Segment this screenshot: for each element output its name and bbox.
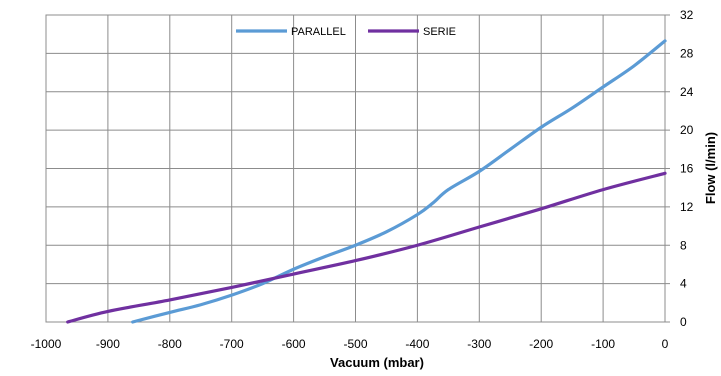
y-tick-label-2: 8 (680, 238, 687, 252)
x-axis-tick-labels: -1000 -900 -800 -700 -600 -500 -400 -300 -200 -10… (31, 337, 669, 351)
x-tick-label-1: -900 (96, 337, 120, 351)
x-tick-label-0: -1000 (31, 337, 62, 351)
x-tick-label-6: -400 (405, 337, 429, 351)
x-tick-label-4: -600 (282, 337, 306, 351)
y-tick-label-7: 28 (680, 46, 694, 60)
y-axis-title: Flow (l/min) (703, 132, 718, 204)
legend: PARALLEL SERIE (236, 26, 456, 38)
y-tick-label-0: 0 (680, 315, 687, 329)
y-tick-label-1: 4 (680, 277, 687, 291)
x-tick-label-7: -300 (467, 337, 491, 351)
y-axis-tick-labels: 0 4 8 12 16 20 24 28 32 (680, 8, 694, 329)
x-tick-label-9: -100 (591, 337, 615, 351)
series-points-parallel (131, 39, 666, 323)
series-points-serie (66, 172, 666, 324)
x-tick-label-5: -500 (343, 337, 367, 351)
legend-label-parallel: PARALLEL (291, 26, 346, 38)
x-tick-label-2: -800 (158, 337, 182, 351)
x-axis-title: Vacuum (mbar) (330, 355, 424, 370)
legend-label-serie: SERIE (423, 26, 456, 38)
series-line-parallel (131, 39, 667, 324)
y-tick-label-6: 24 (680, 85, 694, 99)
x-tick-label-8: -200 (529, 337, 553, 351)
y-tick-label-8: 32 (680, 8, 694, 22)
series-layer (66, 39, 667, 324)
y-tick-label-3: 12 (680, 200, 694, 214)
grid-lines (45, 14, 666, 323)
x-tick-label-10: 0 (662, 337, 669, 351)
plot-frame (45, 14, 670, 323)
x-tick-label-3: -700 (220, 337, 244, 351)
series-line-serie (66, 171, 667, 324)
y-tick-label-4: 16 (680, 162, 694, 176)
y-tick-label-5: 20 (680, 123, 694, 137)
